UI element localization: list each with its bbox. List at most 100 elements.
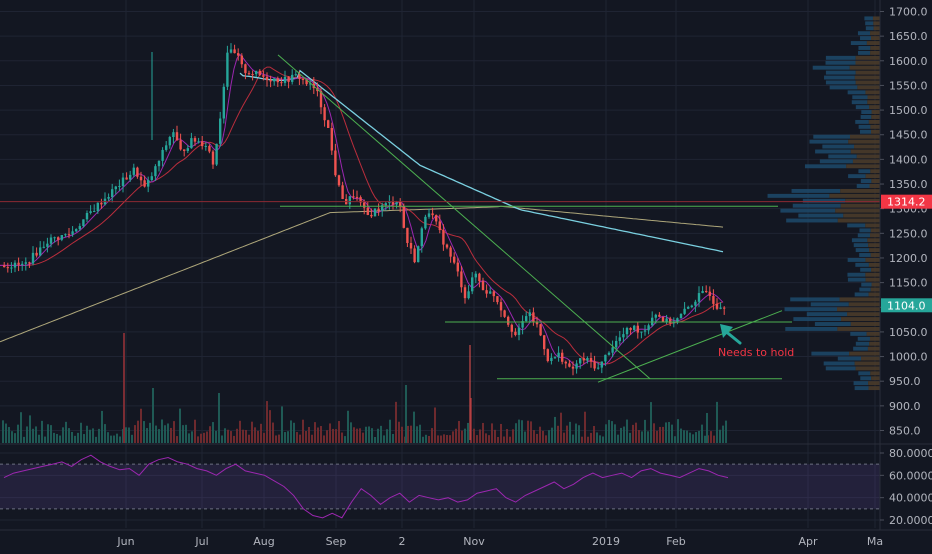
volume-bar: [725, 420, 727, 443]
volume-profile-bar-down: [847, 312, 880, 317]
candle: [391, 201, 395, 205]
volume-profile-bar-down: [870, 129, 880, 134]
candle: [514, 331, 517, 335]
volume-bar: [437, 435, 439, 443]
volume-bar: [485, 433, 487, 443]
volume-profile-bar-down: [868, 262, 880, 267]
time-axis-label: Nov: [463, 535, 485, 548]
oscillator-pane: [0, 454, 880, 519]
candle: [460, 271, 463, 288]
volume-bar: [419, 424, 421, 443]
candle: [413, 248, 416, 263]
candle: [258, 70, 261, 76]
volume-bar: [26, 426, 28, 443]
downtrend-line: [277, 54, 651, 380]
candle: [647, 325, 650, 331]
candle: [85, 212, 89, 220]
volume-bar: [605, 424, 607, 443]
volume-bar: [527, 420, 529, 443]
volume-bar: [344, 436, 346, 443]
price-axis-label: 1150.0: [889, 277, 928, 290]
volume-bar: [383, 435, 385, 443]
candle: [125, 177, 128, 180]
candle: [215, 143, 218, 165]
candle: [424, 216, 427, 229]
candle: [485, 290, 488, 294]
candle: [355, 196, 359, 198]
volume-profile-bar-down: [870, 233, 880, 238]
volume-bar: [320, 426, 322, 443]
volume-profile-bar-down: [861, 356, 880, 361]
volume-profile-bar-down: [855, 60, 880, 65]
volume-profile-bar-down: [866, 41, 880, 46]
volume-bar: [587, 436, 589, 443]
candle: [172, 132, 175, 138]
volume-profile-bar-up: [784, 307, 838, 312]
volume-profile-bar-down: [837, 326, 880, 331]
volume-bar: [596, 432, 598, 443]
volume-profile-bar-down: [850, 322, 880, 326]
volume-bar: [536, 433, 538, 443]
volume-profile-bar-down: [865, 223, 880, 228]
volume-bar: [17, 424, 19, 443]
volume-profile-bar-down: [870, 228, 880, 233]
drawn-lines: [277, 54, 792, 383]
candle: [586, 358, 589, 361]
candle: [24, 262, 27, 264]
candle: [489, 291, 492, 294]
candle: [381, 205, 384, 211]
volume-profile-bar-up: [859, 129, 871, 134]
candle: [247, 73, 251, 75]
volume-bar: [518, 419, 520, 443]
osc-axis-label: 40.0000: [889, 492, 932, 505]
volume-bar: [278, 434, 280, 443]
candle: [244, 64, 247, 74]
volume-profile-bar-down: [865, 90, 880, 95]
candle: [35, 252, 38, 256]
volume-profile-bar-down: [872, 16, 880, 21]
volume-profile-bar-up: [858, 46, 871, 50]
volume-bar: [173, 421, 175, 443]
volume-profile-bar-up: [809, 139, 849, 144]
volume-profile-bar-up: [858, 169, 871, 174]
volume-profile-bar-up: [860, 267, 872, 272]
volume-profile-bar-down: [835, 208, 880, 213]
time-axis-label: Sep: [326, 535, 347, 548]
candle: [366, 207, 369, 215]
volume-profile-bar-down: [869, 248, 880, 253]
price-axis-label: 900.0: [889, 400, 921, 413]
volume-bar: [686, 430, 688, 443]
volume-bar: [311, 434, 313, 443]
volume-profile-bar-down: [849, 134, 880, 139]
volume-bar: [50, 425, 52, 443]
volume-profile-bar-up: [853, 346, 868, 351]
volume-bar: [341, 432, 343, 443]
candle: [204, 145, 207, 147]
osc-axis-label: 60.0000: [889, 469, 932, 482]
volume-profile-bar-down: [870, 287, 880, 292]
volume-bar: [170, 427, 172, 443]
candle: [21, 263, 24, 265]
volume-bar: [161, 419, 163, 443]
price-axis-label: 1000.0: [889, 351, 928, 364]
volume-bar: [197, 436, 199, 443]
candle: [719, 307, 722, 309]
volume-bar: [434, 407, 436, 443]
volume-profile: [767, 16, 880, 391]
candle: [525, 316, 528, 322]
volume-profile-bar-down: [845, 198, 880, 203]
volume-bar: [521, 420, 523, 443]
volume-profile-bar-up: [828, 154, 857, 159]
volume-profile-bar-up: [851, 238, 868, 243]
volume-bar: [431, 428, 433, 443]
volume-bar: [236, 428, 238, 443]
volume-bar: [422, 436, 424, 443]
volume-profile-bar-down: [837, 218, 880, 223]
volume-profile-bar-down: [871, 282, 880, 287]
candle: [136, 167, 139, 177]
volume-profile-bar-down: [866, 331, 880, 336]
volume-profile-bar-up: [859, 287, 871, 292]
candle: [661, 316, 665, 322]
